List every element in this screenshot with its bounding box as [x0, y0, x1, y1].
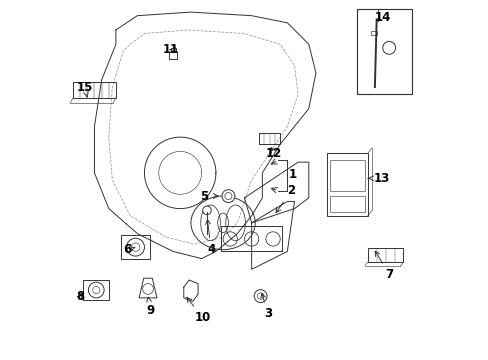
Bar: [329, 160, 364, 191]
Text: 7: 7: [374, 251, 393, 281]
Text: 14: 14: [374, 11, 390, 24]
Text: 1: 1: [288, 168, 297, 181]
Circle shape: [222, 190, 234, 203]
Text: 2: 2: [275, 184, 295, 212]
Text: 15: 15: [77, 81, 93, 97]
Text: 11: 11: [162, 43, 178, 56]
Bar: [121, 235, 149, 258]
Bar: [169, 52, 177, 59]
Bar: [329, 196, 364, 212]
Bar: [356, 9, 411, 94]
Text: 12: 12: [265, 147, 282, 160]
Text: 9: 9: [146, 297, 154, 317]
Text: 3: 3: [261, 293, 272, 320]
Text: 13: 13: [367, 172, 389, 185]
Bar: [171, 48, 175, 52]
Text: 10: 10: [186, 297, 210, 324]
Text: 5: 5: [200, 190, 218, 203]
Bar: [370, 31, 376, 35]
Text: 6: 6: [123, 243, 135, 256]
Text: 8: 8: [76, 289, 84, 303]
Bar: [82, 280, 109, 300]
Bar: [326, 153, 367, 216]
Bar: [221, 226, 282, 251]
Circle shape: [203, 206, 211, 215]
Bar: [367, 248, 403, 262]
Bar: [258, 133, 280, 144]
Text: 4: 4: [205, 220, 215, 256]
Bar: [73, 82, 116, 98]
